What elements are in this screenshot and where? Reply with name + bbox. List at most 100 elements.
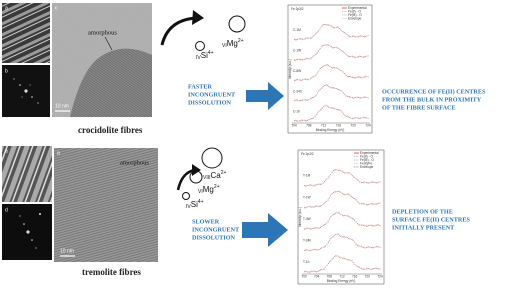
svg-text:FROM THE BULK IN PROXIMITY: FROM THE BULK IN PROXIMITY: [382, 96, 482, 103]
ion-charge: 2+: [214, 184, 220, 190]
arrow-head: [192, 10, 204, 25]
svg-text:SLOWER: SLOWER: [192, 218, 220, 225]
sem-image: [2, 3, 50, 63]
sample-label: T-24h: [303, 239, 311, 243]
ion-symbol: Mg: [203, 185, 214, 194]
panel-label: b: [5, 68, 8, 74]
experimental-points: [304, 254, 381, 273]
ion-circle: [189, 170, 203, 184]
svg-text:INITIALLY PRESENT: INITIALLY PRESENT: [392, 224, 455, 231]
panel-label: a: [57, 150, 60, 156]
annotation: amorphous: [120, 159, 149, 166]
y-axis-label: Intensity (a.u.): [298, 207, 302, 227]
ion-site: IV: [196, 55, 201, 61]
x-tick-label: 720: [365, 274, 371, 278]
legend-label: Fe(II) - O: [360, 154, 373, 158]
x-axis-label: Binding Energy (eV): [327, 279, 356, 283]
svg-text:DISSOLUTION: DISSOLUTION: [192, 234, 236, 241]
ion-site: VI: [222, 43, 227, 49]
ion-circle: [201, 147, 223, 169]
amorphous-region: [52, 3, 152, 117]
x-tick-label: 700: [301, 274, 307, 278]
sample-label: T-1h: [303, 260, 310, 264]
x-axis-label: Binding Energy (eV): [316, 128, 345, 132]
x-tick-label: 704: [291, 123, 297, 127]
x-tick-label: 724: [365, 123, 371, 127]
ion-circle: [228, 15, 246, 33]
experimental-points: [294, 44, 369, 61]
legend-label: Envelope: [348, 16, 362, 20]
experimental-points: [294, 84, 369, 102]
block-arrow: [246, 82, 284, 110]
legend-label: Experimental: [348, 6, 367, 10]
experimental-points: [304, 211, 381, 230]
panel-label: a: [5, 148, 8, 154]
experimental-points: [304, 169, 381, 187]
legend-label: Fe(III) - O: [348, 13, 362, 17]
curved-arrow: [160, 16, 197, 46]
ion-circle: [195, 41, 205, 51]
plot-frame: [297, 149, 385, 285]
plot-frame: [287, 4, 373, 134]
ion-circle: [182, 192, 190, 200]
x-tick-label: 704: [314, 274, 320, 278]
svg-text:SURFACE FE(II) CENTRES: SURFACE FE(II) CENTRES: [392, 216, 470, 223]
tem-image: [54, 148, 158, 262]
caption: tremolite fibres: [82, 267, 141, 277]
sample-label: T-4W: [303, 217, 311, 221]
x-tick-label: 716: [352, 274, 358, 278]
ion-label: VIIICa2+: [203, 170, 227, 181]
x-tick-label: 716: [336, 123, 342, 127]
arrow-head: [192, 164, 201, 176]
experimental-points: [294, 23, 369, 41]
x-tick-label: 712: [339, 274, 345, 278]
ion-site: VI: [198, 189, 203, 195]
sample-label: C-24h: [293, 89, 302, 93]
svg-text:INCONGRUENT: INCONGRUENT: [192, 226, 240, 233]
panel-label: d: [5, 207, 8, 213]
component-curve: [293, 44, 368, 60]
annotation: amorphous: [88, 29, 117, 36]
x-tick-label: 720: [351, 123, 357, 127]
ion-symbol: Si: [201, 51, 208, 60]
panel-label: a: [5, 5, 8, 11]
panel-label: c: [55, 5, 58, 11]
diffraction-spots: [13, 78, 39, 104]
plot-title: Fe 2p3/2: [301, 152, 314, 156]
sample-label: C-1M: [293, 28, 301, 32]
ion-label: IVSi4+: [186, 199, 204, 210]
x-tick-label: 724: [377, 274, 383, 278]
x-tick-label: 712: [321, 123, 327, 127]
ion-site: VIII: [203, 175, 211, 181]
sample-label: C-1W: [293, 48, 301, 52]
scale-label: 10 nm: [60, 248, 74, 254]
sample-label: C-1h: [293, 110, 300, 114]
svg-text:OF THE FIBRE SURFACE: OF THE FIBRE SURFACE: [382, 104, 456, 111]
y-axis-label: Intensity (a.u.): [288, 59, 292, 79]
ion-label: VIMg2+: [198, 184, 220, 195]
component-curve: [293, 105, 368, 122]
experimental-points: [304, 190, 381, 209]
sample-label: T-1W: [303, 195, 311, 199]
ion-symbol: Mg: [227, 39, 238, 48]
ion-label: IVSi4+: [196, 50, 214, 61]
ion-symbol: Si: [191, 200, 198, 209]
pointer: [104, 36, 113, 51]
diffraction-spots: [19, 213, 41, 249]
ion-site: IV: [186, 204, 191, 210]
plot-title: Fe 2p3/2: [291, 7, 304, 11]
x-tick-label: 708: [327, 274, 333, 278]
sem-image: [2, 146, 52, 202]
svg-text:DEPLETION OF THE: DEPLETION OF THE: [392, 208, 453, 215]
svg-text:DISSOLUTION: DISSOLUTION: [188, 99, 232, 106]
ion-charge: 4+: [198, 199, 204, 205]
caption: crocidolite fibres: [78, 125, 143, 135]
legend-label: Fe(II) - O: [348, 9, 361, 13]
sample-label: C-8W: [293, 69, 301, 73]
experimental-points: [294, 104, 369, 123]
experimental-points: [304, 233, 381, 252]
